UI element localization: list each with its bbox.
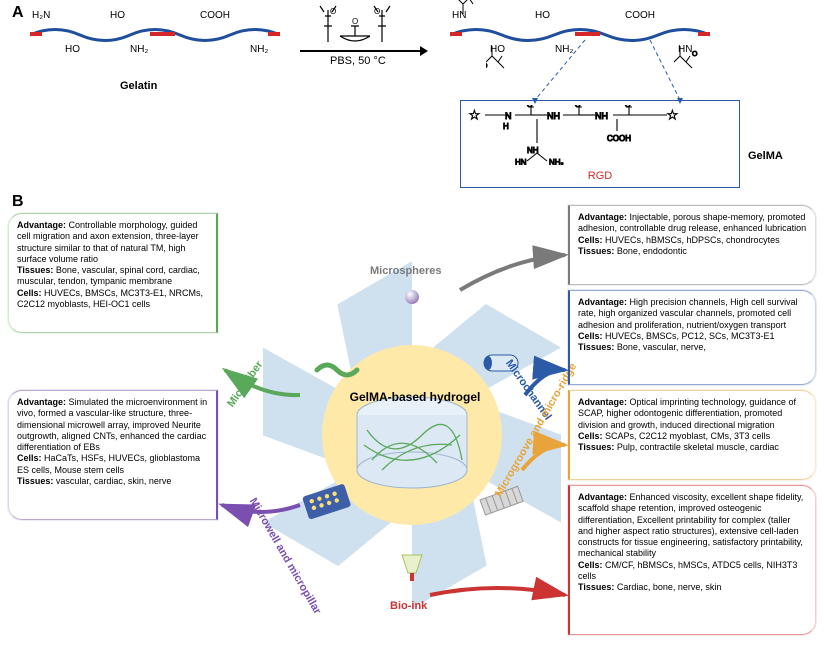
svg-text:O: O: [374, 7, 380, 16]
svg-text:O: O: [352, 17, 358, 26]
card-cells-hd: Cells:: [578, 431, 605, 441]
svg-text:COOH: COOH: [607, 134, 631, 143]
pendant: NH₂: [250, 44, 268, 55]
card-tissues-hd: Tissues:: [17, 476, 56, 486]
section-a: H₂N HO HO NH₂ COOH NH₂ Gelatin O O O PBS…: [0, 0, 824, 195]
svg-text:HN: HN: [515, 158, 527, 165]
rgd-structure-box: ★ N O NH O NH O ★ NH HN NH₂: [460, 100, 740, 188]
card-advantage-hd: Advantage:: [578, 297, 630, 307]
reaction-arrow-head: [420, 46, 428, 56]
svg-text:N: N: [505, 111, 512, 121]
card-tissues-hd: Tissues:: [578, 342, 617, 352]
card-microwell: Advantage: Simulated the microenvironmen…: [8, 390, 218, 520]
svg-text:H: H: [503, 122, 509, 131]
svg-text:O: O: [527, 105, 533, 109]
svg-text:NH₂: NH₂: [549, 158, 564, 165]
card-tissues: Cardiac, bone, nerve, skin: [617, 582, 722, 592]
hexagon-stage: [262, 235, 562, 625]
svg-text:O: O: [330, 7, 336, 16]
card-tissues-hd: Tissues:: [578, 582, 617, 592]
methacrylic-anhydride-icon: O O O: [310, 2, 400, 48]
svg-text:NH: NH: [547, 111, 560, 121]
svg-text:NH: NH: [595, 111, 608, 121]
card-cells: HUVECs, BMSCs, PC12, SCs, MC3T3-E1: [605, 331, 775, 341]
reaction-condition: PBS, 50 °C: [330, 55, 386, 67]
card-tissues-hd: Tissues:: [578, 246, 617, 256]
rgd-structure-icon: ★ N O NH O NH O ★ NH HN NH₂: [467, 105, 733, 165]
reaction-arrow: [300, 50, 420, 52]
pendant: HO: [65, 44, 80, 55]
card-tissues-hd: Tissues:: [17, 265, 56, 275]
card-tissues: Bone, vascular, nerve,: [617, 342, 706, 352]
gelma-label: GelMA: [748, 150, 783, 162]
card-cells: HaCaTs, HSFs, HUVECs, glioblastoma ES ce…: [17, 453, 200, 474]
card-cells: HUVECs, hBMSCs, hDPSCs, chondrocytes: [605, 235, 780, 245]
card-cells-hd: Cells:: [17, 453, 44, 463]
pendant: H₂N: [32, 10, 50, 21]
card-tissues: Pulp, contractile skeletal muscle, cardi…: [617, 442, 779, 452]
card-cells: SCAPs, C2C12 myoblast, CMs, 3T3 cells: [605, 431, 770, 441]
card-tissues: Bone, endodontic: [617, 246, 687, 256]
pendant: HO: [110, 10, 125, 21]
section-b: GelMA-based hydrogel Microfiber Microsphe…: [0, 195, 824, 647]
svg-text:★: ★: [667, 108, 678, 122]
gelatin-polymer: H₂N HO HO NH₂ COOH NH₂: [30, 20, 280, 50]
card-bioink: Advantage: Enhanced viscosity, excellent…: [568, 485, 816, 635]
hexagon-svg: [262, 235, 562, 625]
svg-text:O: O: [625, 105, 631, 109]
segment-label-bioink: Bio-ink: [390, 600, 427, 612]
card-advantage-hd: Advantage:: [17, 397, 69, 407]
card-tissues: vascular, cardiac, skin, nerve: [56, 476, 172, 486]
card-cells: CM/CF, hBMSCs, hMSCs, ATDC5 cells, NIH3T…: [578, 560, 797, 581]
card-cells-hd: Cells:: [578, 235, 605, 245]
gelatin-label: Gelatin: [120, 80, 157, 92]
segment-label-microspheres: Microspheres: [370, 265, 442, 277]
card-tissues-hd: Tissues:: [578, 442, 617, 452]
card-advantage-hd: Advantage:: [578, 212, 630, 222]
dashed-pointers: [450, 30, 750, 110]
card-advantage-hd: Advantage:: [17, 220, 69, 230]
rgd-label: RGD: [467, 170, 733, 182]
card-microgroove: Advantage: Optical imprinting technology…: [568, 390, 816, 480]
card-advantage-hd: Advantage:: [578, 397, 630, 407]
pendant: COOH: [625, 10, 655, 21]
card-cells: HUVECs, BMSCs, MC3T3-E1, NRCMs, C2C12 my…: [17, 288, 203, 309]
svg-text:★: ★: [469, 108, 480, 122]
card-microfiber: Advantage: Controllable morphology, guid…: [8, 213, 218, 333]
card-cells-hd: Cells:: [578, 560, 605, 570]
card-advantage-hd: Advantage:: [578, 492, 630, 502]
card-microchannel: Advantage: High precision channels, High…: [568, 290, 816, 385]
pendant: COOH: [200, 10, 230, 21]
card-microspheres: Advantage: Injectable, porous shape-memo…: [568, 205, 816, 285]
pendant: NH₂: [130, 44, 148, 55]
card-cells-hd: Cells:: [17, 288, 44, 298]
center-title: GelMA-based hydrogel: [340, 390, 490, 404]
methacrylamide-icon: O: [448, 0, 478, 16]
pendant: HO: [535, 10, 550, 21]
card-cells-hd: Cells:: [578, 331, 605, 341]
segment-label-microfiber: Microfiber: [225, 359, 265, 409]
svg-text:O: O: [575, 105, 581, 109]
